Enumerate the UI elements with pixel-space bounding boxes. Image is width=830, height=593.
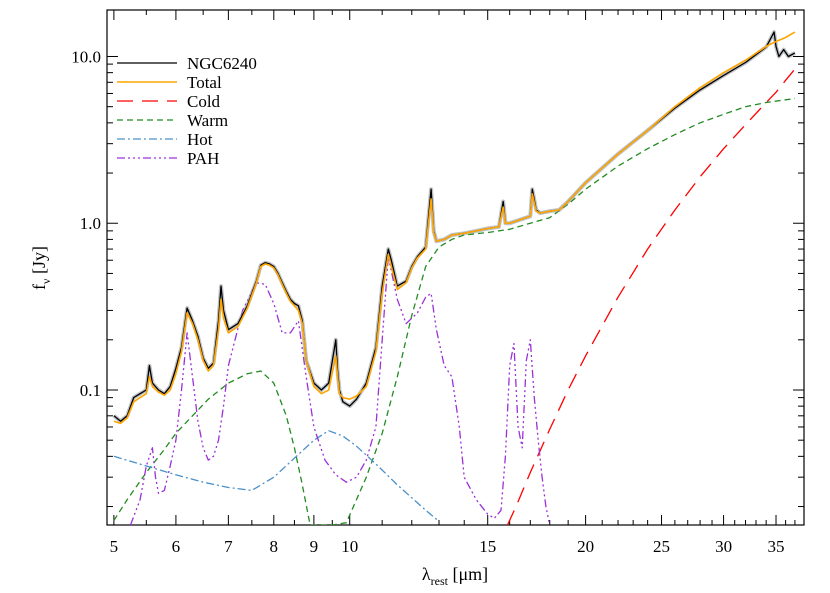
x-tick-label: 8 xyxy=(270,537,279,556)
y-tick-label: 1.0 xyxy=(80,214,101,233)
legend-label-warm: Warm xyxy=(187,111,228,130)
axis-ticks xyxy=(107,10,804,525)
x-tick-label: 30 xyxy=(715,537,732,556)
x-tick-label: 7 xyxy=(224,537,233,556)
plot-frame xyxy=(106,9,805,526)
x-tick-label: 20 xyxy=(577,537,594,556)
y-axis-label: fν [Jy] xyxy=(29,246,53,290)
x-axis-label: λrest [μm] xyxy=(422,564,488,588)
x-tick-label: 5 xyxy=(110,537,119,556)
series-curves xyxy=(112,30,796,525)
series-pah-line xyxy=(129,256,551,525)
legend-label-pah: PAH xyxy=(187,149,219,168)
y-tick-label: 0.1 xyxy=(80,381,101,400)
y-tick-labels: 0.1 1.0 10.0 xyxy=(71,47,101,400)
x-tick-label: 15 xyxy=(479,537,496,556)
series-cold-line xyxy=(506,68,796,525)
x-tick-label: 10 xyxy=(341,537,358,556)
legend-label-total: Total xyxy=(187,73,222,92)
x-tick-labels: 5 6 7 8 9 10 15 20 25 30 35 xyxy=(110,537,785,556)
legend-label-hot: Hot xyxy=(187,130,213,149)
x-tick-label: 35 xyxy=(768,537,785,556)
x-tick-label: 25 xyxy=(653,537,670,556)
x-tick-label: 9 xyxy=(310,537,319,556)
legend-label-cold: Cold xyxy=(187,92,221,111)
series-hot-line xyxy=(113,430,440,522)
series-total-line xyxy=(113,31,796,425)
legend-label-ngc6240: NGC6240 xyxy=(187,54,257,73)
y-tick-label: 10.0 xyxy=(71,47,101,66)
series-warm-line xyxy=(113,97,795,525)
x-tick-label: 6 xyxy=(172,537,181,556)
